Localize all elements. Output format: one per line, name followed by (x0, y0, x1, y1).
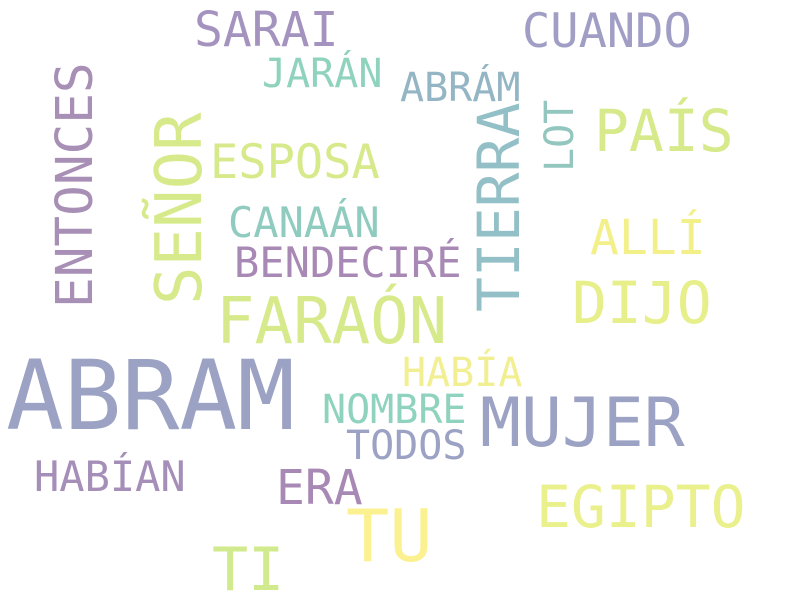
word-abram-alt: ABRÁM (400, 65, 521, 111)
word-habian: HABÍAN (34, 452, 186, 501)
word-todos: TODOS (346, 423, 467, 469)
word-abram: ABRAM (6, 340, 295, 452)
word-habia: HABÍA (402, 350, 523, 396)
word-senor: SEÑOR (143, 112, 217, 305)
word-canaan: CANAÁN (228, 198, 380, 247)
word-pais: PAÍS (594, 97, 734, 165)
word-tu: TU (346, 494, 433, 578)
word-alli: ALLÍ (590, 210, 706, 266)
word-mujer: MUJER (480, 384, 685, 463)
word-cuando: CUANDO (522, 4, 692, 59)
word-nombre: NOMBRE (322, 387, 467, 433)
word-sarai: SARAI (194, 2, 339, 58)
word-lot: LOT (537, 99, 583, 172)
word-jaran: JARÁN (262, 51, 383, 97)
word-era: ERA (276, 460, 363, 516)
word-entonces: ENTONCES (46, 62, 105, 308)
word-esposa: ESPOSA (210, 135, 380, 190)
word-faraon: FARAÓN (216, 285, 448, 359)
word-bendecire: BENDECIRÉ (234, 238, 462, 287)
word-dijo: DIJO (572, 269, 712, 337)
word-tierra: TIERRA (465, 102, 533, 312)
word-ti: TI (212, 535, 285, 600)
word-egipto: EGIPTO (536, 473, 746, 541)
